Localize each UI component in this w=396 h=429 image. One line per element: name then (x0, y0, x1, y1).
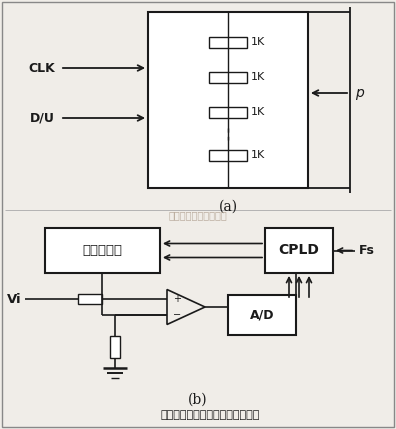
Text: (b): (b) (188, 393, 208, 407)
Text: −: − (173, 310, 181, 320)
Text: CPLD: CPLD (278, 244, 320, 257)
Text: (a): (a) (219, 200, 238, 214)
Bar (110, 336, 120, 358)
Bar (228, 295, 296, 335)
Bar (78, 294, 102, 304)
Text: 1K: 1K (251, 150, 265, 160)
Text: 杭州将导科技有限公司: 杭州将导科技有限公司 (169, 210, 227, 220)
Bar (209, 106, 247, 118)
Text: CLK: CLK (28, 61, 55, 75)
Bar (265, 228, 333, 273)
Text: +: + (173, 294, 181, 304)
Text: 1K: 1K (251, 37, 265, 47)
Text: Vi: Vi (8, 293, 22, 306)
Bar (209, 72, 247, 82)
Bar (148, 12, 308, 188)
Text: D/U: D/U (30, 112, 55, 124)
Text: p: p (355, 86, 364, 100)
Text: 1K: 1K (251, 107, 265, 117)
Text: 数字电位器: 数字电位器 (82, 244, 122, 257)
Text: 1K: 1K (251, 72, 265, 82)
Text: 数字电位器方式增益控制电路框图: 数字电位器方式增益控制电路框图 (160, 410, 260, 420)
Text: Fs: Fs (359, 244, 375, 257)
Text: A/D: A/D (250, 308, 274, 321)
Bar (209, 36, 247, 48)
Bar (209, 149, 247, 160)
Bar (45, 228, 160, 273)
